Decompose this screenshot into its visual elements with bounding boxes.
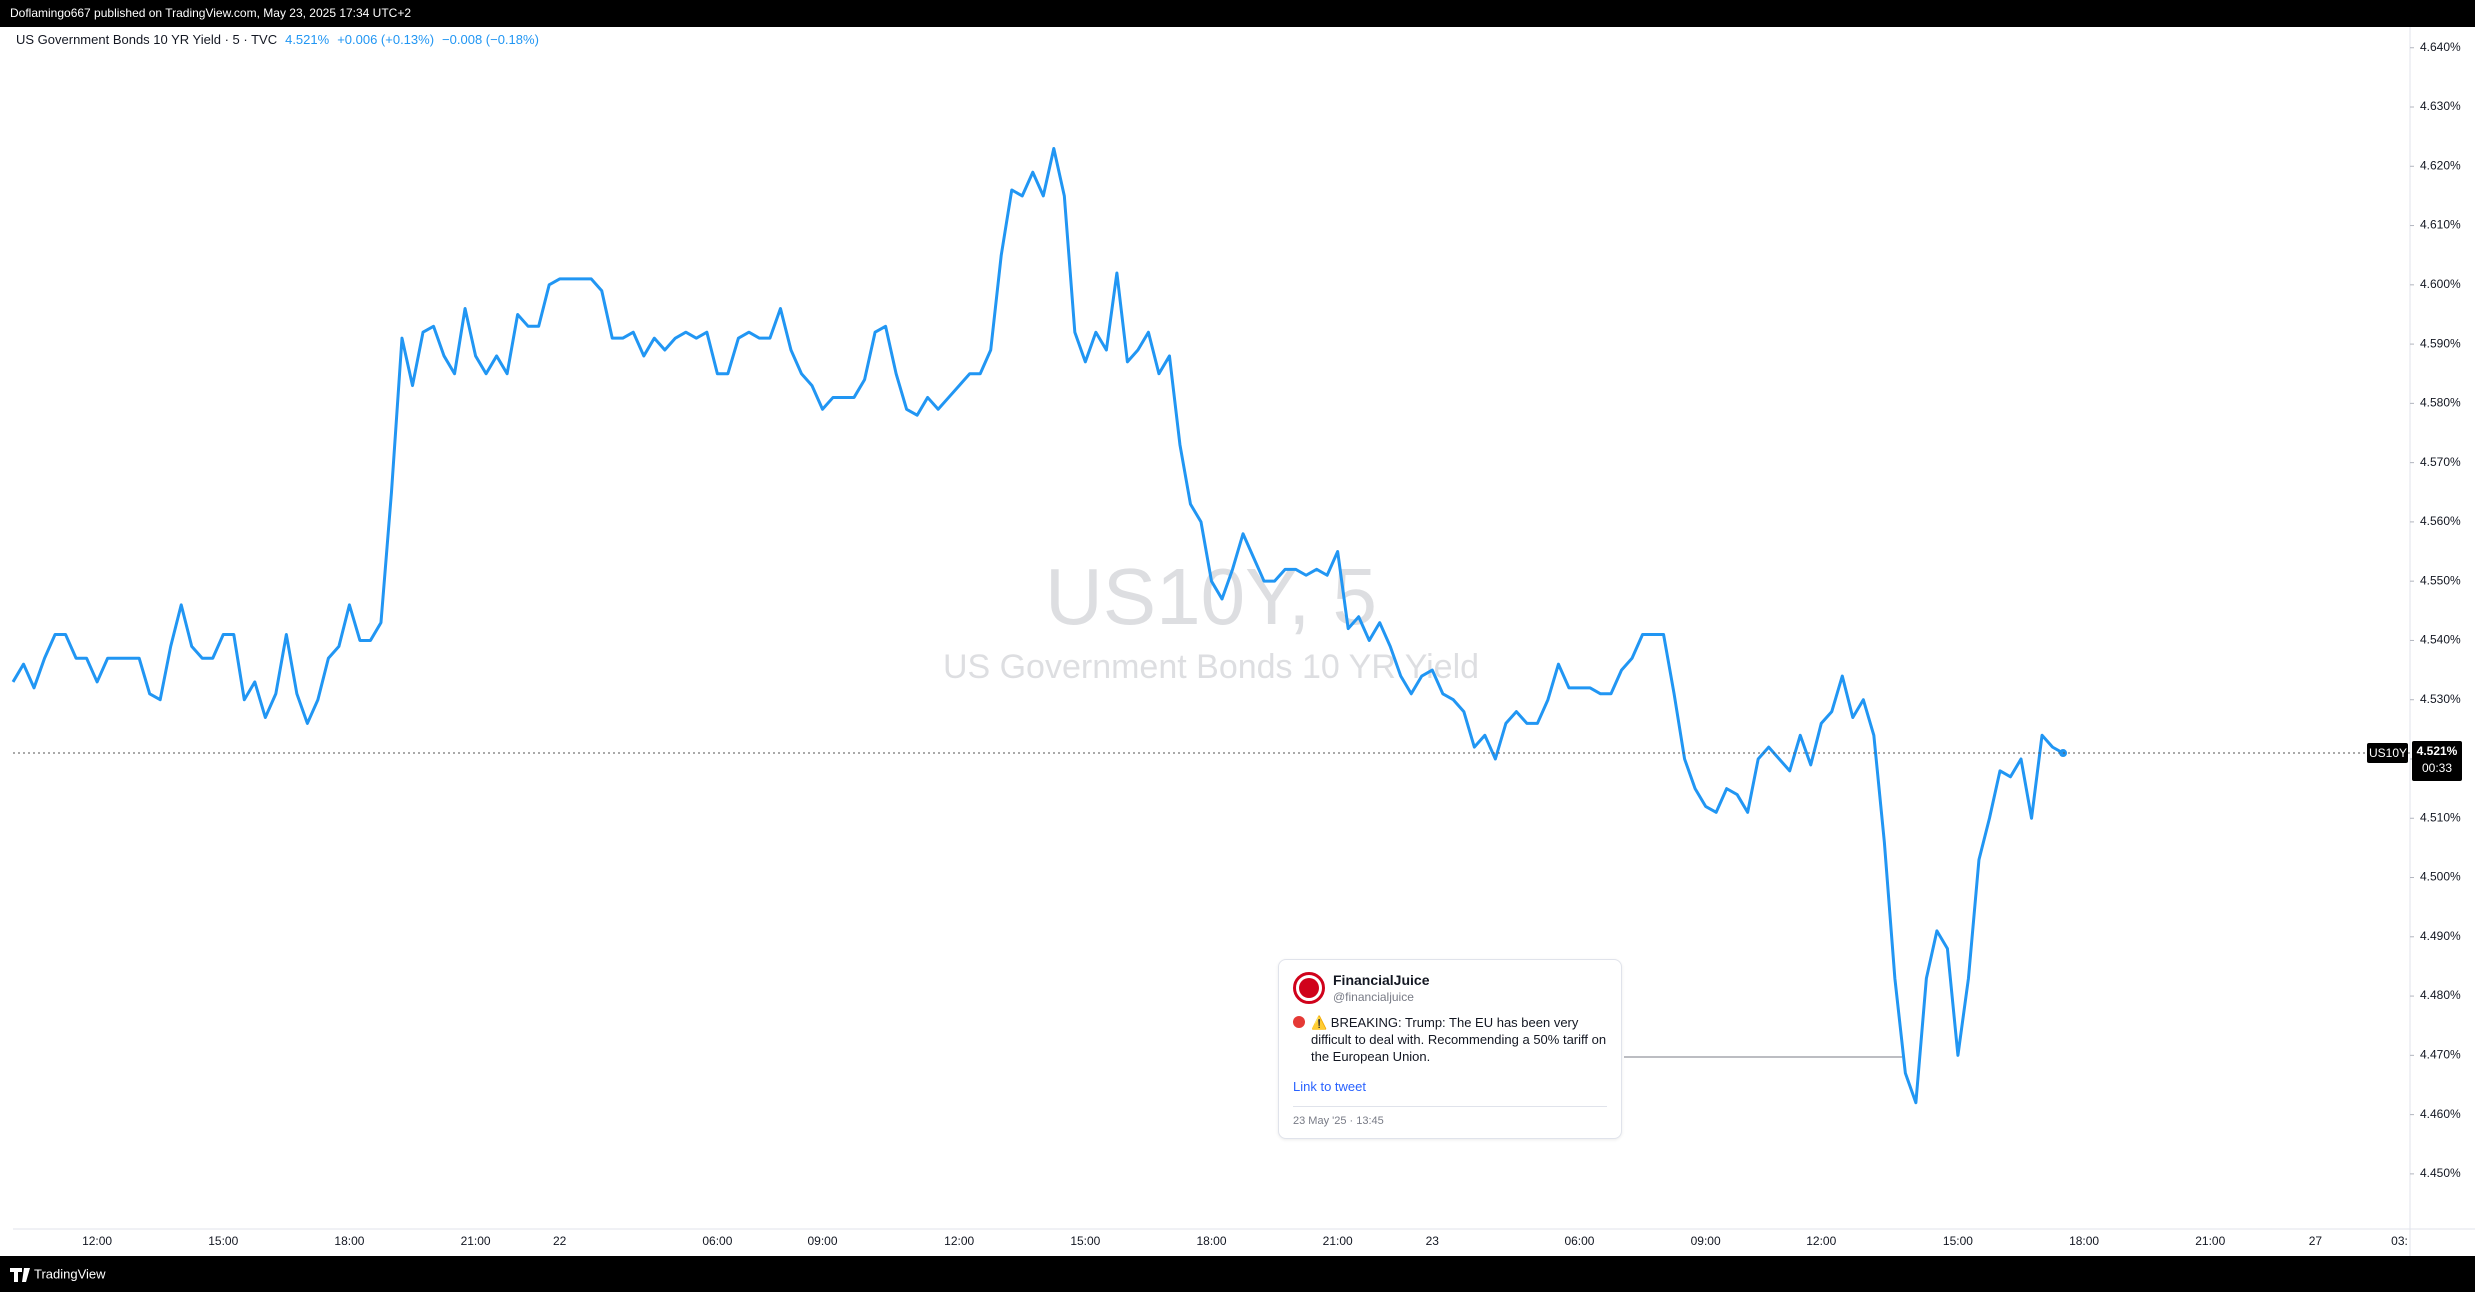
tweet-body: ⚠️ BREAKING: Trump: The EU has been very… [1293,1014,1607,1065]
x-tick-label: 21:00 [2195,1234,2225,1248]
y-tick-label: 4.510% [2420,810,2461,824]
y-tick-label: 4.600% [2420,277,2461,291]
x-tick-label: 09:00 [1691,1234,1721,1248]
y-tick-label: 4.620% [2420,158,2461,172]
price-line [11,147,2064,1105]
author-name: FinancialJuice [1333,972,1430,988]
x-tick-label: 12:00 [82,1234,112,1248]
x-tick-label: 22 [553,1234,567,1248]
x-tick-label: 27 [2309,1234,2323,1248]
red-dot [1293,1016,1305,1028]
tweet-author: FinancialJuice @financialjuice [1293,972,1607,1004]
footer-bar [0,1256,2475,1292]
header-bar [0,0,2475,27]
y-tick-label: 4.490% [2420,929,2461,943]
x-tick-label: 03: [2391,1234,2408,1248]
countdown: 00:33 [2422,761,2452,775]
watermark-symbol: US10Y, 5 [1045,552,1377,641]
legend-change: +0.006 (+0.13%) [337,32,435,47]
x-tick-label: 18:00 [334,1234,364,1248]
y-tick-label: 4.550% [2420,573,2461,587]
legend: US Government Bonds 10 YR Yield · 5 · TV… [16,32,539,47]
x-tick-label: 09:00 [807,1234,837,1248]
x-tick-label: 18:00 [1196,1234,1226,1248]
avatar [1293,972,1325,1004]
y-tick-label: 4.450% [2420,1166,2461,1180]
x-tick-label: 18:00 [2069,1234,2099,1248]
x-tick-label: 15:00 [1070,1234,1100,1248]
y-tick-label: 4.540% [2420,633,2461,647]
y-tick-label: 4.630% [2420,99,2461,113]
tradingview-logo [10,1268,30,1282]
y-tick-label: 4.560% [2420,514,2461,528]
legend-change: −0.008 (−0.18%) [442,32,539,47]
tweet-text: ⚠️ BREAKING: Trump: The EU has been very… [1311,1015,1607,1064]
x-tick-label: 21:00 [1323,1234,1353,1248]
price-label-box [2412,741,2462,782]
x-tick-label: 06:00 [702,1234,732,1248]
x-tick-label: 21:00 [461,1234,491,1248]
left-edge [0,27,13,1229]
symbol-tag: US10Y [2369,746,2407,760]
legend-price: 4.521% [285,32,330,47]
x-tick-label: 06:00 [1564,1234,1594,1248]
x-tick-label: 12:00 [944,1234,974,1248]
y-tick-label: 4.570% [2420,455,2461,469]
x-tick-label: 15:00 [208,1234,238,1248]
author-handle: @financialjuice [1333,990,1414,1004]
x-tick-label: 15:00 [1943,1234,1973,1248]
tweet-date: 23 May '25 · 13:45 [1293,1106,1607,1127]
x-tick-label: 12:00 [1806,1234,1836,1248]
symbol-title: US Government Bonds 10 YR Yield · 5 · TV… [16,32,278,47]
y-tick-label: 4.470% [2420,1048,2461,1062]
y-tick-label: 4.500% [2420,870,2461,884]
symbol-tag-box [2367,743,2408,764]
footer-brand: TradingView [34,1266,106,1281]
y-tick-label: 4.460% [2420,1107,2461,1121]
y-tick-label: 4.590% [2420,336,2461,350]
y-tick-label: 4.530% [2420,692,2461,706]
price-label: 4.521% [2417,744,2458,758]
x-tick-label: 23 [1426,1234,1440,1248]
tweet-card: FinancialJuice @financialjuice ⚠️ BREAKI… [1278,959,1622,1139]
y-tick-label: 4.580% [2420,396,2461,410]
publisher: Doflamingo667 published on TradingView.c… [10,6,411,20]
y-tick-label: 4.480% [2420,988,2461,1002]
tweet-link[interactable]: Link to tweet [1293,1079,1366,1094]
y-tick-label: 4.640% [2420,40,2461,54]
y-tick-label: 4.610% [2420,218,2461,232]
watermark-name: US Government Bonds 10 YR Yield [943,648,1479,686]
